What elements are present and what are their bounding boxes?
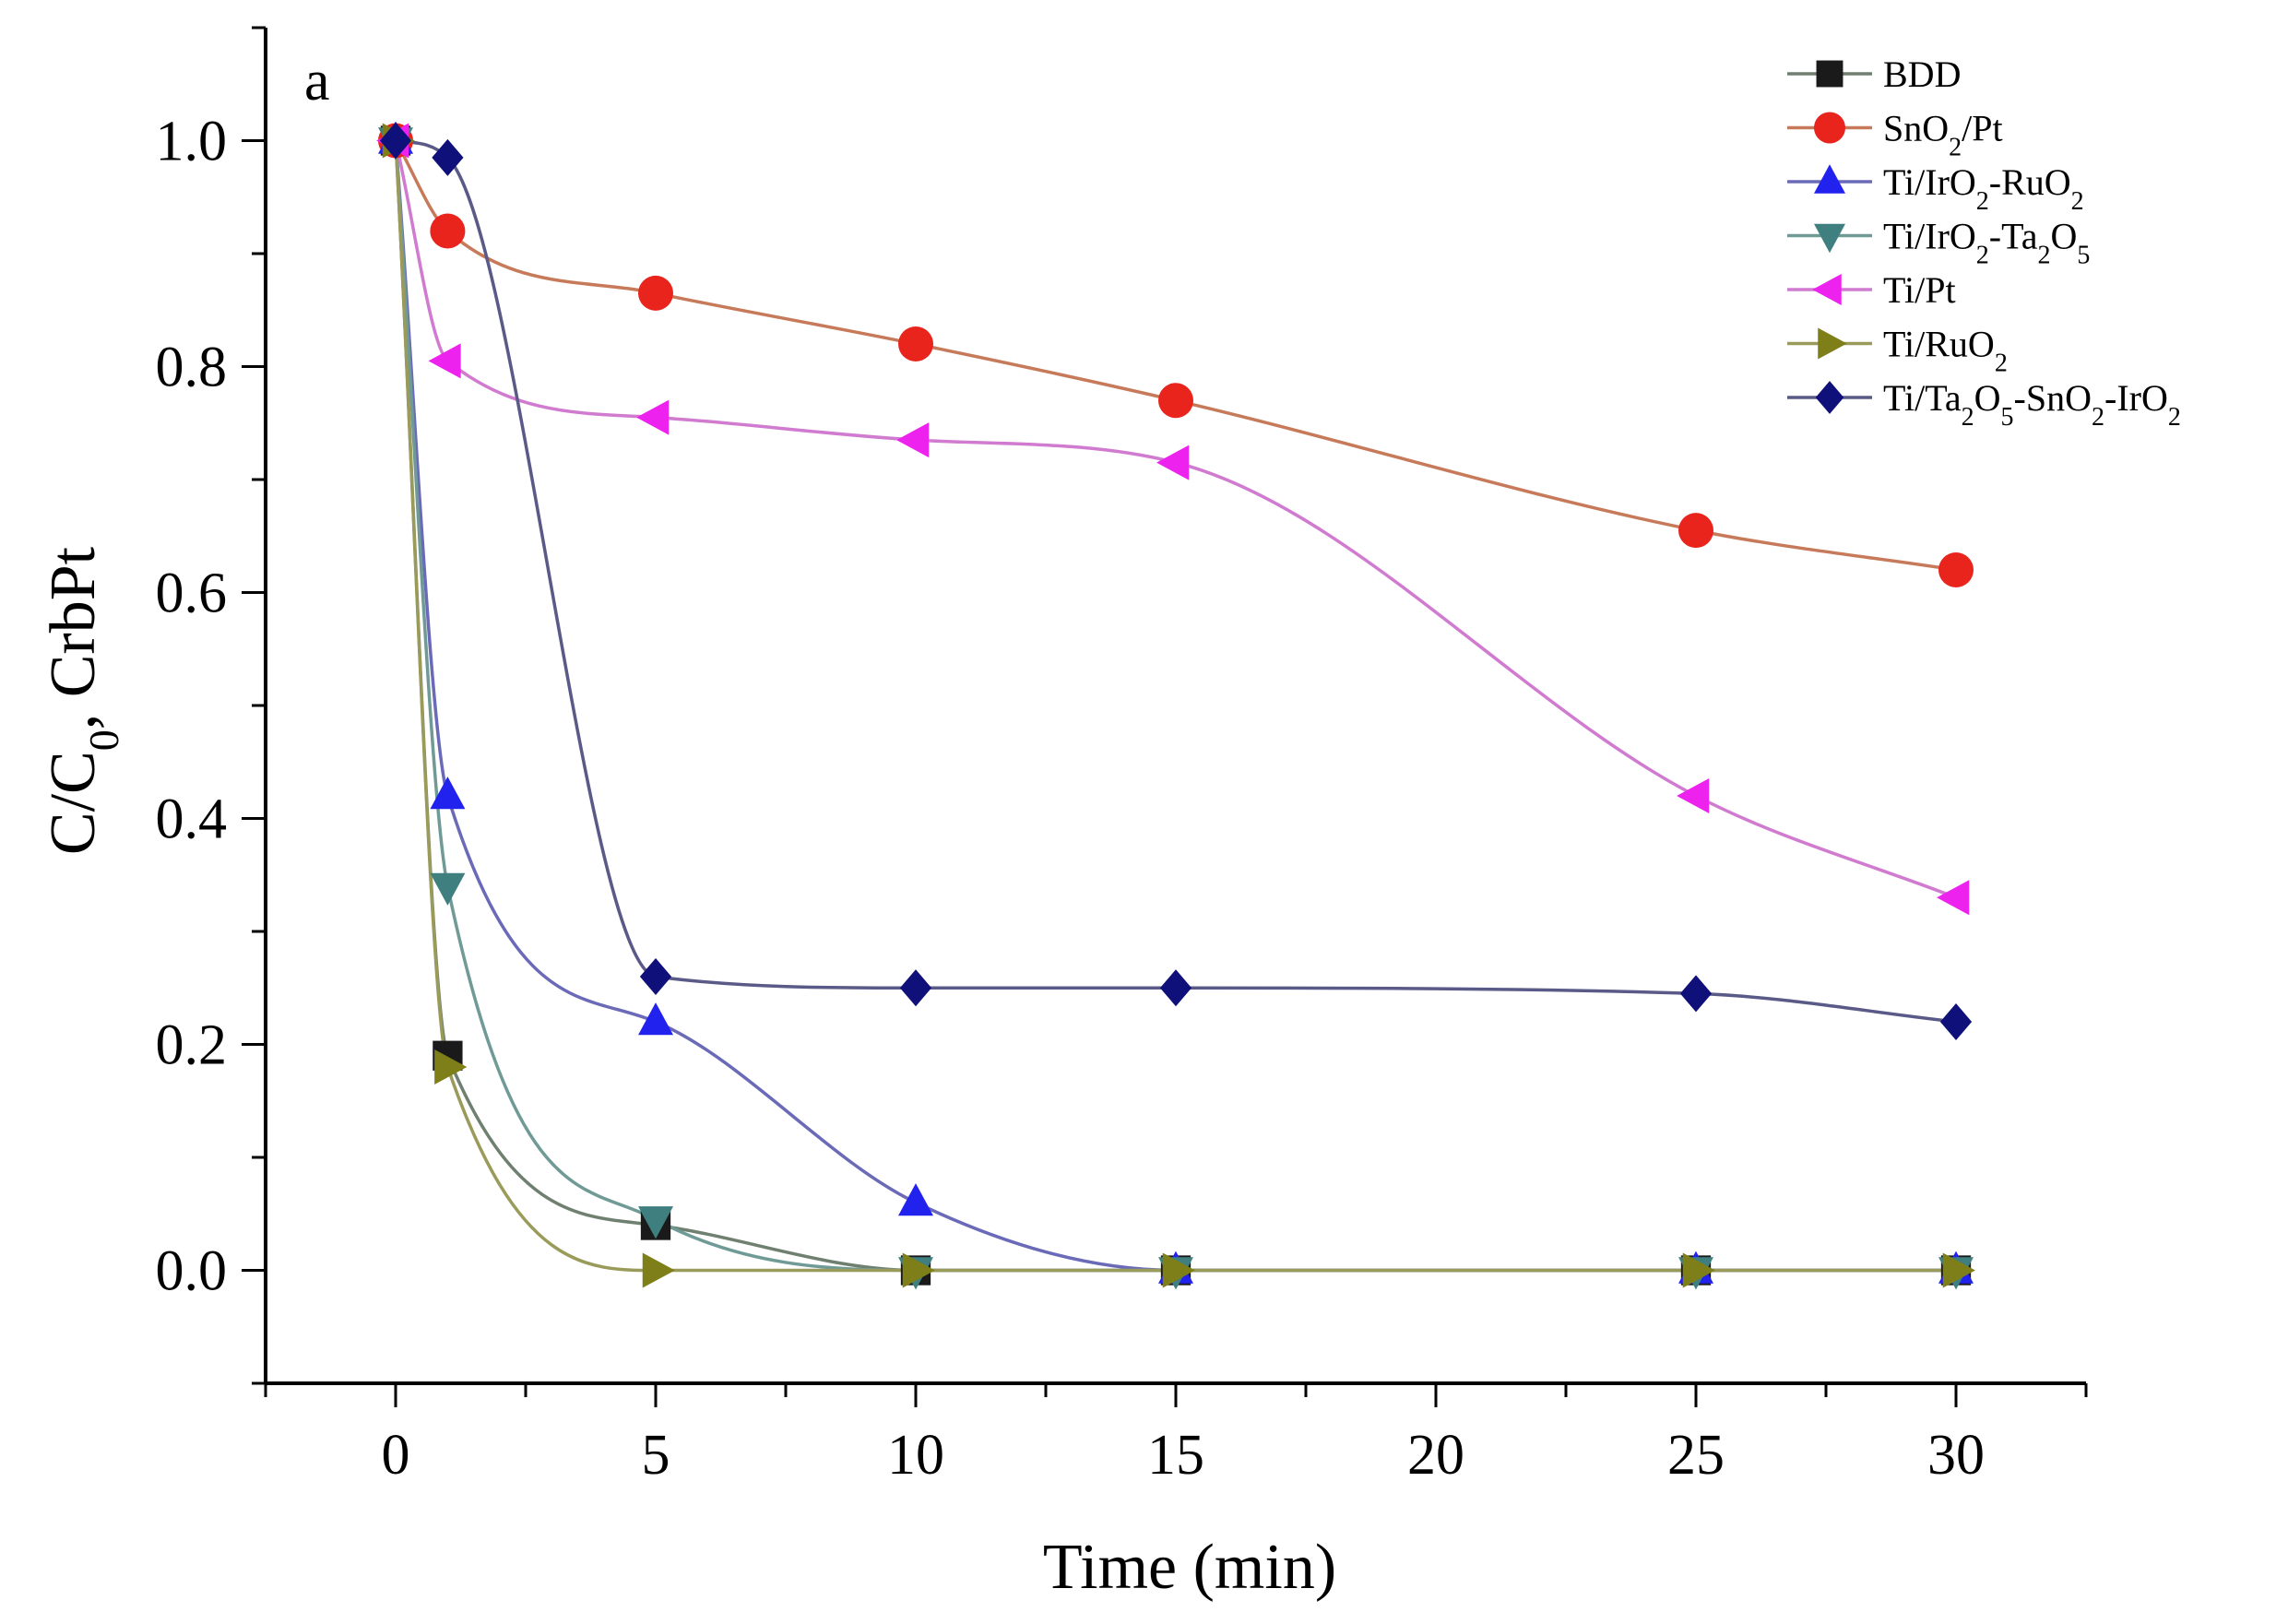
series-points-ti-ta2o5-sno2-iro2 bbox=[379, 122, 1973, 1040]
data-point-ti-ruo2 bbox=[1162, 1252, 1195, 1288]
data-point-ti-ta2o5-sno2-iro2 bbox=[1939, 1003, 1973, 1040]
data-point-ti-ta2o5-sno2-iro2 bbox=[899, 969, 932, 1007]
legend-item-ti-iro2-ta2o5: Ti/IrO2-Ta2O5 bbox=[1787, 216, 2090, 270]
data-point-sno2-pt bbox=[1938, 552, 1974, 587]
legend-marker bbox=[1815, 381, 1844, 414]
series-points-ti-iro2-ta2o5 bbox=[378, 127, 1974, 1290]
data-point-ti-pt bbox=[1677, 778, 1710, 813]
axes: 0 5 10 15 20 25 30 0.0 0.2 0.4 0.6 0.8 1.0 bbox=[156, 26, 2088, 1487]
data-point-sno2-pt bbox=[430, 213, 466, 249]
data-point-ti-pt bbox=[636, 399, 670, 435]
legend-label: Ti/IrO2-RuO2 bbox=[1883, 161, 2084, 216]
y-tick-label: 0.4 bbox=[156, 788, 228, 851]
x-tick-label: 20 bbox=[1407, 1424, 1464, 1487]
data-point-ti-ruo2 bbox=[902, 1252, 935, 1288]
data-point-ti-ruo2 bbox=[1682, 1252, 1715, 1288]
series-line-bdd bbox=[394, 140, 1956, 1273]
series-markers bbox=[376, 121, 1975, 1290]
legend-label: SnO2/Pt bbox=[1883, 108, 2003, 162]
legend-item-sno2-pt: SnO2/Pt bbox=[1787, 108, 2003, 162]
data-point-ti-ruo2 bbox=[1942, 1252, 1975, 1288]
legend-marker bbox=[1818, 327, 1847, 360]
legend-label: Ti/IrO2-Ta2O5 bbox=[1883, 216, 2090, 270]
series-line-ti-ta2o5-sno2-iro2 bbox=[395, 138, 1957, 1024]
series-points-ti-iro2-ruo2 bbox=[378, 121, 1974, 1284]
y-tick-label: 0.2 bbox=[156, 1014, 228, 1077]
x-tick-label: 30 bbox=[1927, 1424, 1985, 1487]
series-points-bdd bbox=[380, 125, 1972, 1286]
y-tick-label: 0.8 bbox=[156, 337, 228, 399]
data-point-ti-pt bbox=[428, 343, 461, 379]
legend-item-ti-ruo2: Ti/RuO2 bbox=[1787, 324, 2008, 378]
data-point-ti-ruo2 bbox=[642, 1252, 675, 1288]
y-axis-title: C/C0, CrbPt bbox=[38, 546, 127, 855]
legend-marker bbox=[1814, 112, 1845, 144]
legend-label: BDD bbox=[1883, 53, 1961, 95]
data-point-ti-ta2o5-sno2-iro2 bbox=[379, 122, 412, 160]
legend-label: Ti/Ta2O5-SnO2-IrO2 bbox=[1883, 377, 2181, 432]
series-line-ti-iro2-ruo2 bbox=[394, 140, 1956, 1273]
data-point-ti-pt bbox=[1937, 880, 1970, 916]
data-point-ti-pt bbox=[1156, 445, 1190, 480]
y-tick-label: 0.0 bbox=[156, 1240, 228, 1303]
data-point-ti-iro2-ruo2 bbox=[430, 776, 466, 810]
data-point-sno2-pt bbox=[1678, 513, 1713, 549]
data-point-ti-ta2o5-sno2-iro2 bbox=[1159, 969, 1192, 1007]
series-line-ti-iro2-ta2o5 bbox=[394, 140, 1956, 1273]
y-tick-label: 1.0 bbox=[156, 111, 228, 173]
data-point-ti-iro2-ruo2 bbox=[638, 1002, 673, 1036]
x-axis-title: Time (min) bbox=[1043, 1532, 1336, 1603]
series-line-sno2-pt bbox=[394, 139, 1957, 572]
x-tick-label: 10 bbox=[887, 1424, 944, 1487]
data-point-sno2-pt bbox=[1158, 383, 1193, 419]
series-line-ti-pt bbox=[394, 140, 1957, 899]
data-point-ti-ta2o5-sno2-iro2 bbox=[639, 958, 672, 995]
data-point-ti-ta2o5-sno2-iro2 bbox=[1679, 975, 1713, 1013]
legend-item-ti-ta2o5-sno2-iro2: Ti/Ta2O5-SnO2-IrO2 bbox=[1787, 377, 2181, 432]
data-point-ti-iro2-ta2o5 bbox=[638, 1206, 673, 1239]
legend-item-ti-iro2-ruo2: Ti/IrO2-RuO2 bbox=[1787, 161, 2084, 216]
y-tick-label: 0.6 bbox=[156, 563, 228, 625]
legend-marker bbox=[1814, 164, 1845, 194]
data-point-ti-ruo2 bbox=[434, 1049, 468, 1085]
x-tick-label: 0 bbox=[382, 1424, 410, 1487]
legend-marker bbox=[1812, 274, 1842, 305]
x-tick-label: 5 bbox=[642, 1424, 670, 1487]
series-points-ti-pt bbox=[376, 123, 1970, 916]
legend: BDD SnO2/PtTi/IrO2-RuO2Ti/IrO2-Ta2O5Ti/Pt… bbox=[1787, 53, 2181, 432]
data-point-ti-iro2-ruo2 bbox=[898, 1183, 933, 1216]
legend-item-bdd: BDD bbox=[1787, 53, 1961, 95]
x-tick-label: 25 bbox=[1667, 1424, 1725, 1487]
series-line-ti-ruo2 bbox=[394, 140, 1956, 1273]
series-points-ti-ruo2 bbox=[382, 123, 1975, 1288]
panel-label: a bbox=[304, 50, 330, 113]
series-points-sno2-pt bbox=[378, 123, 1974, 587]
data-point-sno2-pt bbox=[638, 275, 673, 311]
legend-label: Ti/RuO2 bbox=[1883, 324, 2008, 378]
data-point-sno2-pt bbox=[898, 326, 933, 362]
legend-marker bbox=[1814, 223, 1845, 254]
legend-label: Ti/Pt bbox=[1883, 269, 1956, 311]
legend-marker bbox=[1816, 60, 1843, 88]
data-point-ti-pt bbox=[896, 422, 930, 458]
data-point-ti-ta2o5-sno2-iro2 bbox=[432, 138, 464, 176]
series-lines bbox=[394, 138, 1957, 1273]
legend-item-ti-pt: Ti/Pt bbox=[1787, 269, 1956, 311]
data-point-ti-iro2-ta2o5 bbox=[430, 872, 466, 906]
x-tick-label: 15 bbox=[1147, 1424, 1204, 1487]
